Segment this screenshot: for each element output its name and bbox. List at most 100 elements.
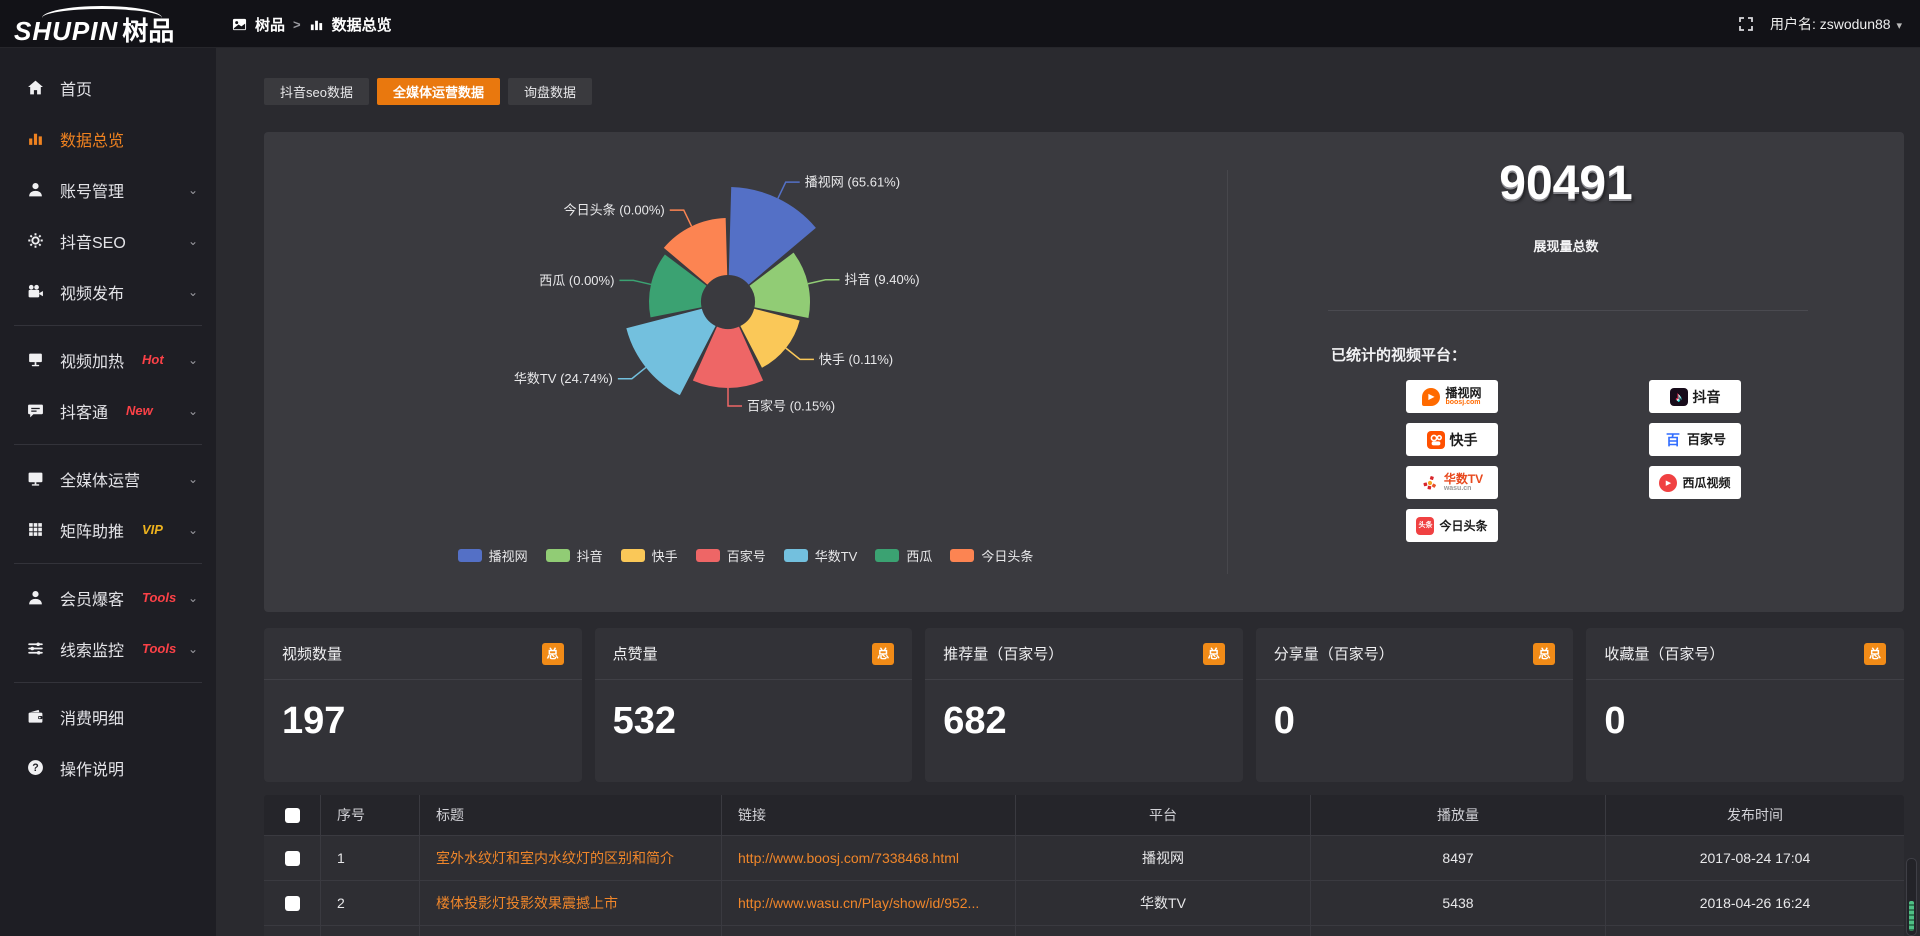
sidebar-item-label: 线索监控 xyxy=(60,642,125,660)
legend-swatch xyxy=(620,549,645,562)
chat-icon xyxy=(26,402,44,419)
breadcrumb-root[interactable]: 树品 xyxy=(255,16,286,34)
video-url-link[interactable]: http://www.wasu.cn/Play/show/id/952... xyxy=(721,881,1015,925)
sidebar-item-douketong[interactable]: 抖客通 New ⌄ xyxy=(0,385,216,436)
app-logo[interactable]: SHUPIN 树品 xyxy=(14,6,204,46)
legend-item-1[interactable]: 抖音 xyxy=(545,546,603,565)
username-menu[interactable]: 用户名: zswodun88 ▾ xyxy=(1770,14,1902,34)
main-content: 抖音seo数据 全媒体运营数据 询盘数据 播视网 (65.61%) 抖音 (9.4… xyxy=(216,48,1920,936)
sidebar-item-label: 数据总览 xyxy=(60,132,125,150)
sidebar-item-video-publish[interactable]: 视频发布 ⌄ xyxy=(0,266,216,317)
chart-legend: 播视网 抖音 快手 百家号 华数TV 西瓜 今日头条 xyxy=(264,546,1227,565)
row-checkbox[interactable] xyxy=(284,895,300,911)
card-value: 682 xyxy=(943,700,1007,742)
legend-item-6[interactable]: 今日头条 xyxy=(950,546,1033,565)
total-badge: 总 xyxy=(1533,642,1556,665)
vip-badge: VIP xyxy=(142,522,163,537)
row-platform: 华数TV xyxy=(1015,881,1310,925)
sidebar-item-douyin-seo[interactable]: 抖音SEO ⌄ xyxy=(0,215,216,266)
sidebar-item-data-overview[interactable]: 数据总览 xyxy=(0,113,216,164)
username-label: 用户名: zswodun88 xyxy=(1769,16,1891,32)
platform-badge-wasu: 华数TV wasu.cn xyxy=(1406,466,1498,499)
card-title: 点赞量 xyxy=(612,646,658,663)
new-badge: New xyxy=(126,403,153,418)
legend-label: 西瓜 xyxy=(906,549,933,564)
sliders-icon xyxy=(26,640,44,657)
sidebar-item-label: 矩阵助推 xyxy=(60,523,125,541)
sidebar-item-home[interactable]: 首页 xyxy=(0,62,216,113)
pie-label-line xyxy=(617,366,647,380)
tab-douyin-seo-data[interactable]: 抖音seo数据 xyxy=(264,78,369,105)
pie-slice-4[interactable] xyxy=(626,308,716,396)
video-title-link[interactable]: 楼体投影灯投影效果震撼上市 xyxy=(419,881,721,925)
card-value: 0 xyxy=(1273,700,1295,742)
total-badge: 总 xyxy=(1863,642,1886,665)
vertical-scrollbar[interactable] xyxy=(1906,858,1917,936)
stat-card-video-count: 视频数量 总 197 xyxy=(264,628,582,782)
sidebar-item-label: 操作说明 xyxy=(60,761,125,779)
pie-slice-label: 播视网 (65.61%) xyxy=(805,175,900,190)
pie-slice-0[interactable] xyxy=(728,187,816,285)
sidebar-item-member-burst[interactable]: 会员爆客 Tools ⌄ xyxy=(0,572,216,623)
col-header-platform: 平台 xyxy=(1015,795,1310,835)
card-value: 0 xyxy=(1604,700,1626,742)
sidebar-item-help[interactable]: ? 操作说明 xyxy=(0,742,216,793)
col-header-date: 发布时间 xyxy=(1605,795,1904,835)
sidebar-item-label: 视频加热 xyxy=(60,353,125,371)
platform-badge-toutiao: 头条 今日头条 xyxy=(1406,509,1498,542)
card-value: 532 xyxy=(612,700,676,742)
total-impressions-label: 展现量总数 xyxy=(1533,239,1599,254)
pie-slice-2[interactable] xyxy=(740,308,800,368)
scrollbar-thumb[interactable] xyxy=(1909,901,1914,931)
chart-panel: 播视网 (65.61%) 抖音 (9.40%) 快手 (0.11%) 百家号 (0.1… xyxy=(264,132,1904,612)
col-header-index: 序号 xyxy=(320,795,419,835)
sidebar-divider xyxy=(14,682,202,683)
svg-text:?: ? xyxy=(32,762,38,774)
row-checkbox[interactable] xyxy=(284,850,300,866)
legend-label: 百家号 xyxy=(726,549,766,564)
legend-label: 华数TV xyxy=(814,549,858,564)
sidebar: 首页 数据总览 账号管理 ⌄ 抖音SEO ⌄ 视频发布 ⌄ 视频加热 Hot ⌄… xyxy=(0,48,216,936)
stat-card-shares: 分享量（百家号） 总 0 xyxy=(1255,628,1574,782)
legend-item-4[interactable]: 华数TV xyxy=(783,546,858,565)
pie-slice-6[interactable] xyxy=(663,218,728,285)
legend-swatch xyxy=(695,549,720,562)
video-url-link[interactable]: http://www.boosj.com/7338468.html xyxy=(721,836,1015,880)
legend-item-2[interactable]: 快手 xyxy=(620,546,678,565)
legend-label: 播视网 xyxy=(488,549,528,564)
sidebar-item-spending-detail[interactable]: 消费明细 xyxy=(0,691,216,742)
logo-text: SHUPIN 树品 xyxy=(14,16,175,46)
legend-item-0[interactable]: 播视网 xyxy=(457,546,528,565)
breadcrumb: 树品 > 数据总览 xyxy=(232,0,392,48)
tools-badge: Tools xyxy=(142,590,177,605)
legend-item-3[interactable]: 百家号 xyxy=(695,546,766,565)
row-views: 5438 xyxy=(1310,881,1605,925)
pie-slice-1[interactable] xyxy=(749,252,810,319)
sidebar-item-label: 抖客通 xyxy=(60,404,109,422)
select-all-checkbox[interactable] xyxy=(284,807,300,823)
stat-card-favorites: 收藏量（百家号） 总 0 xyxy=(1586,628,1904,782)
video-title-link[interactable]: 室外水纹灯和室内水纹灯的区别和简介 xyxy=(419,836,721,880)
chevron-down-icon: ⌄ xyxy=(187,233,198,248)
pie-slice-label: 快手 (0.11%) xyxy=(819,352,893,367)
sidebar-divider xyxy=(14,444,202,445)
sidebar-item-video-heat[interactable]: 视频加热 Hot ⌄ xyxy=(0,334,216,385)
col-header-views: 播放量 xyxy=(1310,795,1605,835)
pie-slice-3[interactable] xyxy=(692,326,764,388)
card-title: 收藏量（百家号） xyxy=(1604,646,1725,663)
table-row: 1 室外水纹灯和室内水纹灯的区别和简介 http://www.boosj.com… xyxy=(264,836,1904,881)
douyin-logo-icon: ♪ xyxy=(1669,387,1688,406)
tab-inquiry-data[interactable]: 询盘数据 xyxy=(507,78,592,105)
sidebar-item-omnimedia[interactable]: 全媒体运营 ⌄ xyxy=(0,453,216,504)
sidebar-item-matrix-boost[interactable]: 矩阵助推 VIP ⌄ xyxy=(0,504,216,555)
pie-slice-5[interactable] xyxy=(649,254,707,318)
sidebar-item-account[interactable]: 账号管理 ⌄ xyxy=(0,164,216,215)
legend-swatch xyxy=(875,549,900,562)
logo-arc xyxy=(42,6,162,18)
sidebar-item-lead-monitor[interactable]: 线索监控 Tools ⌄ xyxy=(0,623,216,674)
legend-item-5[interactable]: 西瓜 xyxy=(875,546,932,565)
tab-omnimedia-data[interactable]: 全媒体运营数据 xyxy=(376,78,500,105)
row-index: 1 xyxy=(320,836,419,880)
fullscreen-icon[interactable] xyxy=(1738,16,1754,32)
platform-badge-column-left: ▶ 播视网 boosj.com 快手 华数TV wasu.cn 头条 今日头条 xyxy=(1406,380,1498,542)
